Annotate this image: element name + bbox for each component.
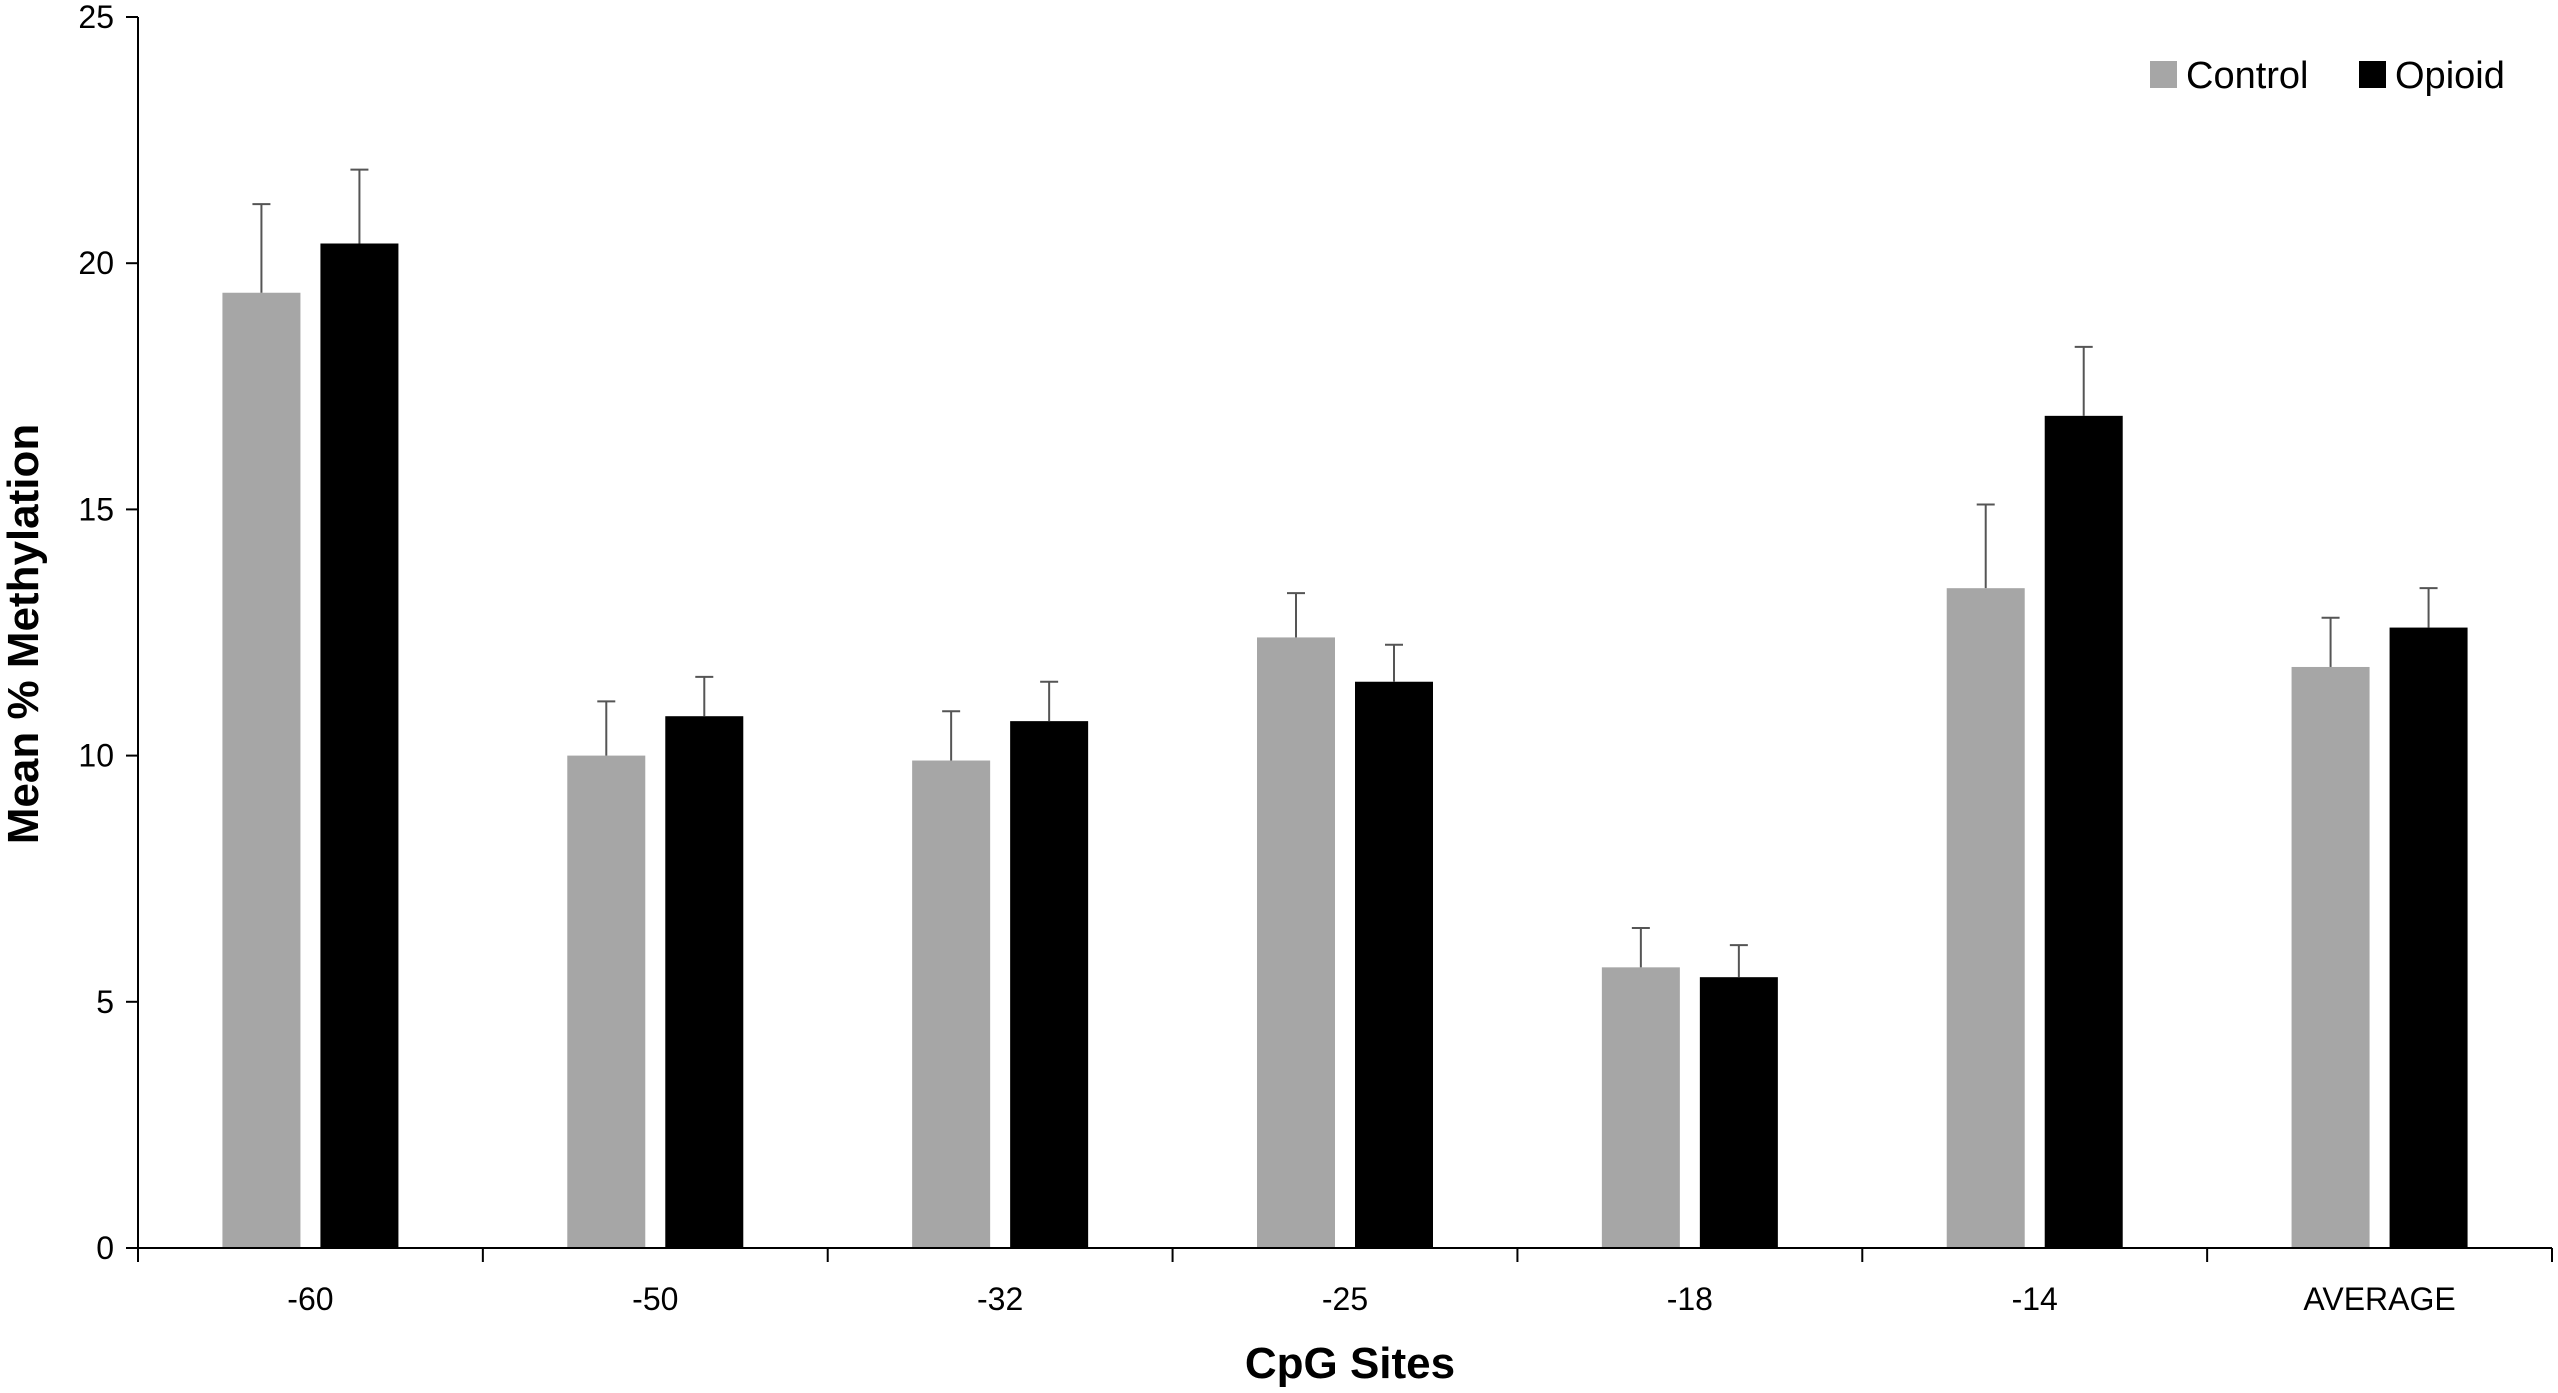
x-tick-label: -60 [287,1281,333,1317]
legend-swatch-control [2150,61,2177,88]
error-bar-opioid-5 [2074,345,2093,416]
error-bar-control-2 [942,710,961,761]
legend-item-control: Control [2150,55,2309,97]
bar-opioid-6 [2389,627,2468,1248]
y-tick-label: 20 [78,245,114,281]
x-tick-label: -14 [2012,1281,2058,1317]
bar-control-0 [222,292,301,1248]
error-bar-opioid-2 [1040,680,1059,722]
y-tick-label: 5 [96,984,114,1020]
error-bar-opioid-4 [1729,944,1748,978]
bar-opioid-1 [665,716,744,1248]
bar-opioid-4 [1699,977,1778,1248]
y-axis-title: Mean % Methylation [0,424,48,845]
error-bar-control-5 [1976,503,1995,589]
error-bar-control-4 [1631,926,1650,968]
bars-layer [222,243,2468,1248]
x-tick-label: -50 [632,1281,678,1317]
error-bar-opioid-6 [2419,587,2438,628]
bar-control-1 [567,755,646,1248]
bar-control-2 [912,760,991,1248]
bar-opioid-2 [1010,721,1089,1248]
bar-control-3 [1257,637,1335,1248]
bar-opioid-3 [1355,681,1433,1248]
error-bar-control-3 [1287,592,1305,638]
error-bar-control-1 [597,700,616,756]
legend: Control Opioid [2150,55,2505,97]
legend-swatch-opioid [2359,61,2386,88]
error-bars-layer [252,168,2438,978]
x-tick-label: -18 [1667,1281,1713,1317]
error-bar-opioid-0 [350,168,369,244]
error-bar-control-0 [252,203,271,293]
error-bar-opioid-3 [1385,643,1403,682]
legend-label-control: Control [2186,55,2309,97]
legend-item-opioid: Opioid [2359,55,2505,97]
error-bar-opioid-1 [695,675,714,717]
bar-control-5 [1946,588,2025,1248]
y-tick-label: 10 [78,738,114,774]
legend-label-opioid: Opioid [2395,55,2505,97]
x-tick-label: -25 [1322,1281,1368,1317]
y-tick-label: 25 [78,0,114,35]
bar-control-6 [2291,666,2370,1248]
x-tick-label: -32 [977,1281,1023,1317]
y-tick-label: 15 [78,491,114,527]
x-tick-label: AVERAGE [2303,1281,2455,1317]
bar-opioid-0 [320,243,399,1248]
error-bar-control-6 [2321,616,2340,667]
x-axis-title: CpG Sites [1245,1339,1455,1388]
y-tick-label: 0 [96,1230,114,1266]
axes-layer: 0 5 10 15 20 25 -60 -50 -32 -25 -18 -14 AVERAGE [78,0,2553,1317]
bar-opioid-5 [2044,415,2123,1248]
bar-control-4 [1601,967,1680,1248]
